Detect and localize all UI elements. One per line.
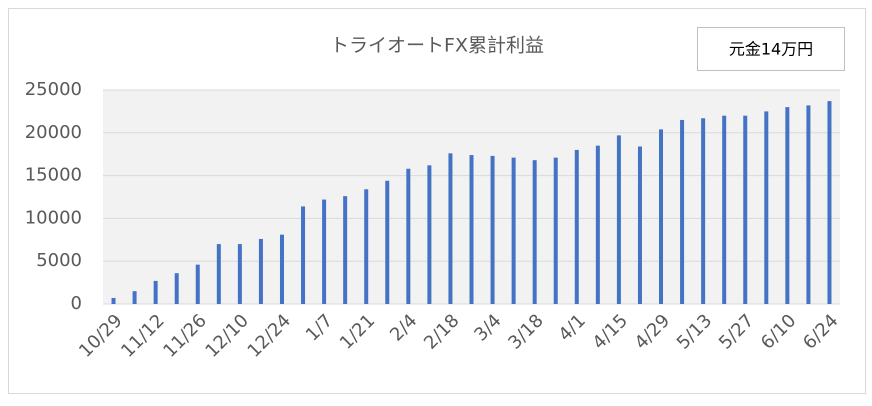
bar — [364, 189, 369, 304]
bar — [406, 168, 411, 304]
y-tick-label: 10000 — [25, 207, 82, 228]
bar — [553, 157, 558, 304]
y-tick-label: 0 — [71, 293, 82, 314]
bar — [216, 244, 221, 304]
chart-title: トライオートFX累計利益 — [330, 35, 544, 57]
bar — [637, 146, 642, 304]
bar — [743, 115, 748, 305]
bar — [827, 101, 832, 305]
bar — [385, 180, 390, 304]
bar — [574, 149, 579, 304]
y-tick-label: 20000 — [25, 122, 82, 143]
annotation-box — [697, 27, 845, 71]
bar — [511, 157, 516, 304]
y-tick-label: 5000 — [36, 250, 82, 271]
bar — [680, 119, 685, 305]
bar — [806, 105, 811, 305]
bar — [301, 206, 306, 304]
bar — [659, 129, 664, 304]
bar — [616, 135, 621, 304]
bar — [490, 155, 495, 304]
bar — [722, 115, 727, 305]
bar — [195, 264, 200, 304]
bar — [153, 280, 158, 304]
bar — [132, 291, 137, 304]
bar — [174, 273, 179, 304]
bar — [764, 111, 769, 305]
bar — [322, 199, 327, 304]
bar — [785, 107, 790, 305]
bar — [469, 155, 474, 304]
bar — [532, 160, 537, 304]
bar — [111, 298, 116, 304]
bar — [448, 153, 453, 304]
y-tick-label: 25000 — [25, 79, 82, 100]
bar — [258, 238, 263, 304]
bar — [701, 118, 706, 304]
bar — [427, 165, 432, 304]
bar — [343, 196, 348, 304]
annotation: 元金14万円 — [729, 40, 813, 59]
bar — [595, 145, 600, 304]
bar — [237, 244, 242, 304]
y-tick-label: 15000 — [25, 165, 82, 186]
bar — [279, 234, 284, 304]
